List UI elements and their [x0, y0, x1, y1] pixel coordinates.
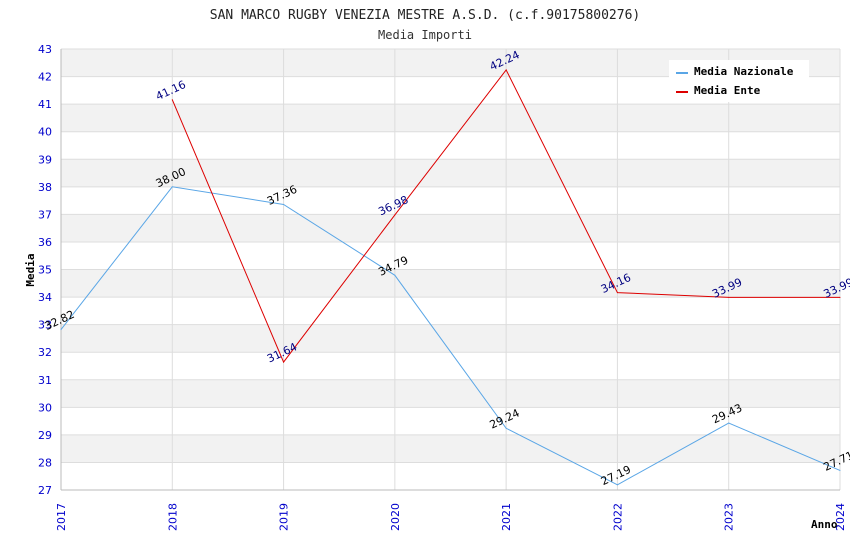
y-tick-label: 31: [38, 374, 52, 387]
grid-band: [61, 214, 840, 242]
x-tick-label: 2024: [834, 503, 847, 531]
legend-box: [669, 60, 809, 102]
data-point: [505, 427, 507, 429]
y-tick-label: 41: [38, 98, 52, 111]
x-tick-label: 2021: [500, 503, 513, 531]
x-tick-labels: 2017 2018 2019 2020 2021 2022 2023 2024: [55, 503, 847, 531]
x-tick-label: 2017: [55, 503, 68, 531]
y-tick-label: 37: [38, 208, 52, 221]
x-tick-label: 2018: [166, 503, 179, 531]
x-axis-label: Anno: [811, 518, 838, 531]
grid-band: [61, 324, 840, 353]
data-point: [839, 469, 841, 471]
data-point: [171, 186, 173, 188]
y-tick-label: 33: [38, 319, 52, 332]
y-tick-label: 30: [38, 401, 52, 414]
y-tick-label: 43: [38, 43, 52, 56]
data-point: [505, 69, 507, 71]
grid-bands: [61, 49, 840, 463]
grid-band: [61, 434, 840, 463]
y-tick-label: 38: [38, 181, 52, 194]
y-tick-label: 40: [38, 126, 52, 139]
y-tick-label: 35: [38, 264, 52, 277]
x-tick-label: 2023: [723, 503, 736, 531]
grid-lines: [60, 48, 841, 491]
y-tick-labels: 27 28 29 30 31 32 33 34 35 36 37 38 39 40 41 42 43: [38, 43, 52, 497]
y-tick-label: 36: [38, 236, 52, 249]
data-point: [616, 484, 618, 486]
data-label: 41.16: [154, 78, 188, 103]
data-point: [171, 99, 173, 101]
data-point: [616, 292, 618, 294]
data-point: [283, 203, 285, 205]
y-tick-label: 27: [38, 484, 52, 497]
data-point: [283, 361, 285, 363]
grid-band: [61, 379, 840, 408]
data-point: [728, 422, 730, 424]
data-point: [394, 274, 396, 276]
grid-band: [61, 159, 840, 187]
data-point: [60, 329, 62, 331]
y-tick-label: 34: [38, 291, 52, 304]
data-point: [728, 296, 730, 298]
y-tick-label: 42: [38, 71, 52, 84]
legend: Media Nazionale Media Ente: [669, 60, 809, 102]
grid-band: [61, 104, 840, 132]
chart-title: SAN MARCO RUGBY VENEZIA MESTRE A.S.D. (c…: [210, 8, 640, 23]
x-tick-label: 2020: [389, 503, 402, 531]
data-point: [394, 214, 396, 216]
chart-subtitle: Media Importi: [378, 28, 472, 42]
grid-band: [61, 269, 840, 298]
series-line-media-nazionale: [60, 186, 841, 486]
x-tick-label: 2019: [278, 503, 291, 531]
series-lines: [60, 69, 841, 486]
legend-label-media-ente: Media Ente: [694, 84, 761, 97]
data-point: [839, 296, 841, 298]
y-tick-label: 29: [38, 429, 52, 442]
y-axis-label: Media: [24, 253, 37, 286]
legend-label-media-nazionale: Media Nazionale: [694, 65, 794, 78]
x-tick-label: 2022: [611, 503, 624, 531]
y-tick-label: 39: [38, 153, 52, 166]
y-tick-label: 32: [38, 346, 52, 359]
y-tick-label: 28: [38, 456, 52, 469]
